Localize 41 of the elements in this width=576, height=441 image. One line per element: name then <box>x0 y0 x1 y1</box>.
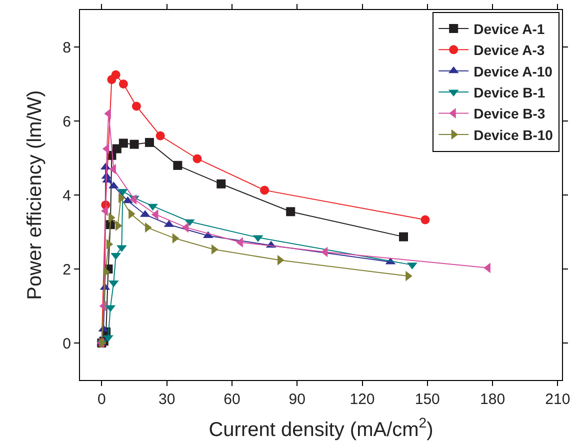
point <box>144 138 154 147</box>
x-tick-label: 60 <box>224 391 240 408</box>
x-tick-label: 210 <box>545 391 570 408</box>
y-tick-label: 2 <box>62 261 71 278</box>
point <box>286 207 296 216</box>
x-tick-label: 180 <box>480 391 506 408</box>
legend-label: Device A-3 <box>474 42 545 58</box>
point <box>132 102 141 111</box>
point <box>102 144 110 154</box>
legend-label: Device B-3 <box>474 106 546 122</box>
point <box>112 144 122 154</box>
legend-label: Device A-1 <box>474 20 545 37</box>
point <box>173 160 182 170</box>
y-tick-label: 6 <box>62 113 71 130</box>
legend-label: Device A-10 <box>474 63 553 80</box>
x-tick-label: 90 <box>288 391 306 408</box>
y-axis-title: Power efficiency (lm/W) <box>24 90 46 300</box>
point <box>216 179 226 188</box>
x-tick-label: 30 <box>158 391 176 408</box>
x-axis-title: Current density (mA/cm$^{2}$) <box>208 414 434 441</box>
x-tick-label: 0 <box>98 391 106 408</box>
point <box>156 131 165 140</box>
y-tick-label: 4 <box>62 187 71 204</box>
point <box>122 196 133 204</box>
legend-label: Device B-1 <box>474 84 546 101</box>
point <box>118 80 128 88</box>
point <box>192 154 202 164</box>
point <box>260 186 270 195</box>
point <box>130 140 139 149</box>
point <box>172 233 180 244</box>
point <box>399 232 408 242</box>
y-tick-label: 0 <box>62 335 71 352</box>
point <box>420 215 430 224</box>
point <box>111 70 120 80</box>
point <box>106 239 114 250</box>
legend-label: Device B-10 <box>474 126 554 143</box>
point <box>118 138 128 148</box>
point <box>148 204 158 211</box>
x-tick-label: 150 <box>414 391 440 408</box>
x-tick-label: 120 <box>350 391 375 408</box>
y-tick-label: 8 <box>62 39 71 56</box>
